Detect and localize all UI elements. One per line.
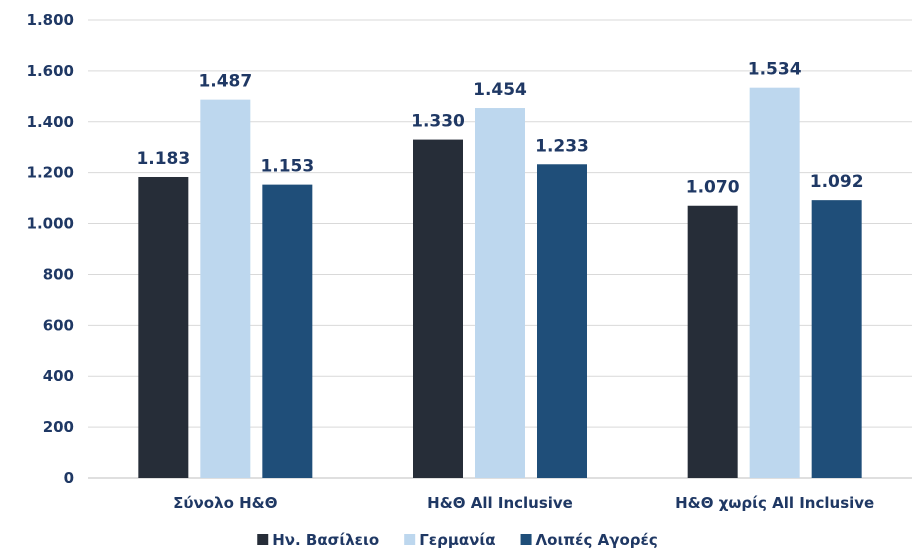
legend: Ην. Βασίλειο Γερμανία Λοιπές Αγορές <box>257 531 658 549</box>
bar <box>537 164 587 478</box>
legend-label: Λοιπές Αγορές <box>536 531 658 549</box>
data-label: 1.070 <box>686 178 740 198</box>
y-tick-label: 800 <box>43 265 74 283</box>
bar <box>138 176 189 478</box>
bar <box>262 184 313 478</box>
data-label: 1.454 <box>473 80 527 100</box>
data-label: 1.330 <box>411 112 465 132</box>
y-tick-label: 200 <box>43 418 74 436</box>
bar <box>687 205 738 478</box>
bars <box>138 87 862 479</box>
y-tick-label: 1.400 <box>27 113 74 131</box>
y-tick-label: 400 <box>43 367 74 385</box>
y-tick-label: 1.000 <box>27 215 74 233</box>
y-tick-label: 1.800 <box>27 11 74 29</box>
data-label: 1.092 <box>810 172 864 192</box>
legend-label: Ην. Βασίλειο <box>272 531 379 549</box>
data-labels: 1.183 1.487 1.153 1.330 1.454 1.233 1.070 1.534… <box>136 60 863 198</box>
x-category-label: Η&Θ All Inclusive <box>427 494 573 512</box>
legend-swatch <box>257 534 269 545</box>
bar <box>475 108 525 478</box>
data-label: 1.487 <box>198 72 252 92</box>
y-tick-label: 600 <box>43 316 74 334</box>
bar <box>811 200 862 478</box>
bar <box>200 99 251 478</box>
data-label: 1.534 <box>748 60 802 80</box>
y-tick-label: 1.200 <box>27 164 74 182</box>
x-axis: Σύνολο Η&Θ Η&Θ All Inclusive Η&Θ χωρίς All… <box>173 494 874 512</box>
y-axis: 0 200 400 600 800 1.000 1.200 1.400 1.600 1.800 <box>27 11 74 487</box>
x-category-label: Η&Θ χωρίς All Inclusive <box>675 494 874 512</box>
legend-label: Γερμανία <box>419 531 495 549</box>
y-tick-label: 0 <box>64 469 74 487</box>
bar <box>413 139 463 479</box>
bar <box>749 87 800 478</box>
legend-swatch <box>520 534 532 545</box>
data-label: 1.233 <box>535 136 589 156</box>
y-tick-label: 1.600 <box>27 62 74 80</box>
legend-swatch <box>404 534 416 545</box>
data-label: 1.183 <box>136 149 190 169</box>
x-category-label: Σύνολο Η&Θ <box>173 494 277 512</box>
data-label: 1.153 <box>260 157 314 177</box>
